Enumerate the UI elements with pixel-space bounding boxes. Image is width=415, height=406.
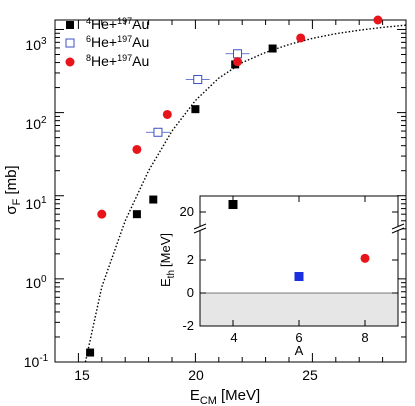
inset-x-tick-label: 8: [361, 330, 368, 345]
inset-y-tick-label: 20: [180, 204, 194, 219]
inset-axis-ticks: [200, 196, 398, 327]
y-axis-title: σF[mb]: [3, 165, 23, 214]
inset-data-point: [360, 253, 370, 263]
data-point-4he: [268, 44, 277, 53]
y-tick-label: 10-1: [24, 353, 49, 370]
main-axis-ticks: [55, 20, 406, 363]
fit-curve: [84, 24, 407, 363]
y-tick-label: 103: [25, 36, 47, 53]
legend-label-8he: 8He+197Au: [86, 53, 149, 69]
data-point-8he: [296, 33, 306, 43]
x-axis-title: ECM [MeV]: [190, 387, 260, 406]
data-point-4he: [191, 105, 200, 114]
inset-y-tick-label: -2: [182, 318, 194, 333]
y-tick-label: 101: [25, 195, 47, 212]
inset-y-tick-label: 0: [187, 285, 194, 300]
data-point-4he: [132, 210, 141, 219]
inset-x-axis-title: A: [295, 343, 304, 358]
x-tick-label: 25: [302, 367, 318, 383]
data-point-6he: [193, 75, 203, 85]
data-point-8he: [162, 109, 172, 119]
inset-data-point: [228, 200, 238, 209]
inset-y-tick-label: 2: [187, 252, 194, 267]
inset-y-axis-title: Eth[MeV]: [158, 233, 177, 287]
legend-marker-8he: [65, 57, 75, 67]
data-point-8he: [132, 144, 142, 154]
data-point-8he: [233, 57, 243, 67]
inset-x-tick-label: 6: [295, 330, 302, 345]
data-point-6he: [153, 127, 163, 137]
data-point-6he: [233, 49, 243, 59]
x-tick-label: 15: [74, 367, 90, 383]
main-axis-tick-labels: 15 20 25 10-1 100 101 102 103: [24, 36, 318, 383]
main-data-series: [86, 15, 383, 357]
data-point-4he: [86, 348, 95, 357]
main-plot-frame: [54, 19, 407, 363]
y-tick-label: 102: [25, 115, 47, 132]
legend-label-6he: 6He+197Au: [86, 34, 149, 50]
data-point-8he: [373, 15, 383, 25]
inset-axis-break: [193, 223, 405, 234]
data-point-4he: [149, 195, 158, 204]
legend: 4He+197Au 6He+197Au 8He+197Au: [65, 16, 149, 69]
legend-marker-4he: [66, 21, 74, 29]
x-tick-label: 20: [188, 367, 204, 383]
legend-marker-6he: [65, 38, 75, 48]
data-point-8he: [97, 209, 107, 219]
inset-data-points: [228, 200, 370, 281]
inset-data-point: [294, 272, 304, 281]
y-tick-label: 100: [25, 274, 47, 291]
legend-label-4he: 4He+197Au: [86, 16, 149, 32]
inset-x-tick-label: 4: [230, 330, 237, 345]
inset-chart: 20 2 0 -2 4 6 8 A Eth[MeV]: [158, 195, 405, 358]
